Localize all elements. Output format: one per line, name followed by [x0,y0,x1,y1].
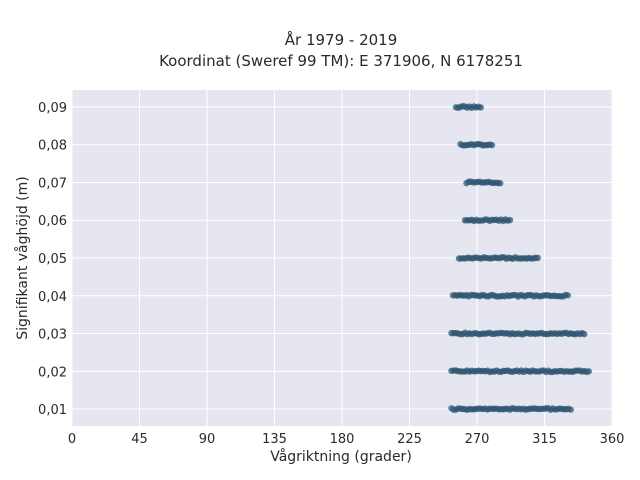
y-tick-label: 0,06 [38,214,67,229]
data-point [567,406,574,413]
point-band [463,178,504,187]
x-tick-label: 225 [397,432,422,447]
point-band [449,291,571,300]
x-tick-label: 360 [600,432,625,447]
y-tick-label: 0,03 [38,328,67,343]
x-tick-label: 180 [330,432,355,447]
y-axis-label: Signifikant våghöjd (m) [14,176,31,339]
y-tick-label: 0,02 [38,365,67,380]
point-band [448,405,574,413]
data-point [585,368,592,375]
y-tick-label: 0,07 [38,176,67,191]
y-axis-ticks: 0,01 0,02 0,03 0,04 0,05 0,06 0,07 0,08 0,09 [38,101,67,418]
x-tick-label: 135 [262,432,287,447]
data-points [448,103,592,413]
point-band [452,103,484,111]
x-tick-label: 315 [532,432,557,447]
data-point [488,141,496,149]
point-band [457,140,496,149]
y-tick-label: 0,01 [38,403,67,418]
y-tick-label: 0,08 [38,139,67,154]
x-tick-label: 45 [131,432,148,447]
y-tick-label: 0,04 [38,290,67,305]
point-band [448,367,592,376]
y-tick-label: 0,05 [38,252,67,267]
x-tick-label: 270 [465,432,490,447]
x-axis-label: Vågriktning (grader) [270,448,412,465]
x-axis-ticks: 0 45 90 135 180 225 270 315 360 [68,432,625,447]
data-point [497,180,504,187]
data-point [477,104,484,111]
data-point [564,292,571,299]
x-tick-label: 0 [68,432,76,447]
data-point [534,254,541,262]
x-tick-label: 90 [199,432,216,447]
chart-title-line-1: År 1979 - 2019 [285,30,398,49]
point-band [455,254,541,262]
data-point [506,216,514,224]
y-tick-label: 0,09 [38,101,67,116]
chart-title-line-2: Koordinat (Sweref 99 TM): E 371906, N 61… [159,52,523,70]
data-point [581,330,588,338]
point-band [461,216,514,225]
point-band [448,329,588,338]
